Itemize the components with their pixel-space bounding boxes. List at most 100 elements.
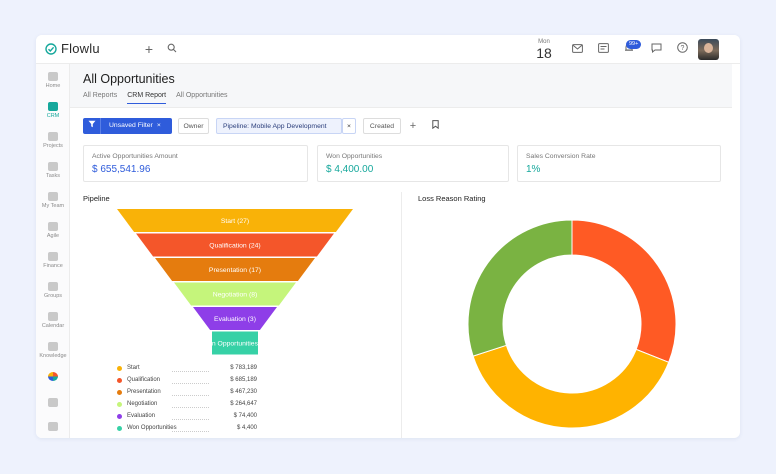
- add-filter-icon[interactable]: +: [409, 120, 417, 132]
- notification-badge: 99+: [626, 40, 642, 49]
- main-content: All Opportunities All Reports CRM Report…: [70, 64, 732, 438]
- legend-amount: $ 264,647: [230, 401, 257, 407]
- groups-icon: [48, 282, 58, 291]
- kpi-value: $ 655,541.96: [92, 164, 151, 175]
- legend-amount: $ 783,189: [230, 365, 257, 371]
- calendar-icon: [48, 312, 58, 321]
- plus-icon[interactable]: +: [144, 41, 154, 57]
- sidebar: Home CRM Projects Tasks My Team Agile Fi…: [36, 64, 70, 438]
- page-title: All Opportunities: [83, 72, 175, 86]
- legend-name: Start: [127, 365, 140, 371]
- tab-all-opportunities[interactable]: All Opportunities: [176, 92, 228, 99]
- bookmark-icon[interactable]: [430, 118, 440, 134]
- legend-leader-line: [172, 407, 209, 408]
- sidebar-item-crm[interactable]: CRM: [36, 102, 70, 119]
- unsaved-filter-chip[interactable]: Unsaved Filter ×: [100, 118, 172, 134]
- pipeline-funnel-chart: Start (27) Qualification (24) Presentation…: [117, 209, 353, 355]
- legend-leader-line: [172, 419, 209, 420]
- kpi-value: $ 4,400.00: [326, 164, 374, 175]
- legend-dot: [117, 390, 122, 395]
- funnel-stage-label: Evaluation (3): [214, 316, 256, 323]
- donut-slice-2[interactable]: [467, 219, 573, 357]
- legend-dot: [117, 378, 122, 383]
- legend-item: Start $ 783,189: [117, 363, 257, 375]
- sidebar-item-my-team[interactable]: My Team: [36, 192, 70, 209]
- pipeline-filter-chip[interactable]: Pipeline: Mobile App Development: [216, 118, 342, 134]
- sidebar-item-calendar[interactable]: Calendar: [36, 312, 70, 329]
- funnel-stage-label: Presentation (17): [209, 267, 261, 274]
- kpi-value: 1%: [526, 164, 541, 175]
- filter-button[interactable]: [83, 118, 100, 134]
- sidebar-item-apps[interactable]: [36, 372, 70, 381]
- knowledge-icon: [48, 342, 58, 351]
- sidebar-item-finance[interactable]: Finance: [36, 252, 70, 269]
- section-divider: [401, 192, 402, 438]
- unsaved-filter-label: Unsaved Filter: [109, 122, 153, 129]
- svg-text:?: ?: [680, 45, 684, 52]
- help-icon[interactable]: ?: [675, 42, 689, 56]
- clear-filter-icon[interactable]: ×: [156, 122, 161, 129]
- funnel-stage-label: Negotiation (8): [213, 292, 258, 299]
- sidebar-item-settings[interactable]: [36, 398, 70, 407]
- legend-amount: $ 685,189: [230, 377, 257, 383]
- sidebar-item-label: Agile: [46, 233, 60, 239]
- legend-name: Won Opportunities: [127, 425, 177, 431]
- search-icon[interactable]: [165, 42, 179, 56]
- sidebar-item-groups[interactable]: Groups: [36, 282, 70, 299]
- legend-name: Evaluation: [127, 413, 156, 419]
- crm-icon: [48, 102, 58, 111]
- sidebar-item-label: CRM: [46, 113, 60, 119]
- sidebar-item-label: Knowledge: [39, 353, 67, 359]
- report-tabs: All Reports CRM Report All Opportunities: [83, 92, 228, 104]
- sidebar-item-support[interactable]: [36, 422, 70, 431]
- funnel-stage-evaluation[interactable]: [193, 307, 277, 330]
- sidebar-item-home[interactable]: Home: [36, 72, 70, 89]
- funnel-stage-start[interactable]: [117, 209, 353, 232]
- notes-icon[interactable]: [596, 42, 610, 56]
- chat-icon[interactable]: [649, 42, 663, 56]
- funnel-stage-won-opportunities[interactable]: [212, 331, 258, 355]
- funnel-stage-qualification[interactable]: [136, 233, 334, 257]
- donut-slice-0[interactable]: [571, 219, 677, 363]
- legend-name: Qualification: [127, 377, 161, 383]
- date-widget[interactable]: Mon 18: [534, 38, 554, 60]
- kpi-label: Active Opportunities Amount: [92, 153, 178, 160]
- funnel-stage-negotiation[interactable]: [174, 282, 296, 306]
- owner-filter-button[interactable]: Owner: [178, 118, 209, 134]
- sidebar-item-label: Calendar: [41, 323, 65, 329]
- legend-dot: [117, 414, 122, 419]
- legend-item: Evaluation $ 74,400: [117, 411, 257, 423]
- apps-icon: [48, 372, 58, 381]
- sidebar-item-tasks[interactable]: Tasks: [36, 162, 70, 179]
- legend-item: Negotiation $ 264,647: [117, 399, 257, 411]
- kpi-label: Sales Conversion Rate: [526, 153, 596, 160]
- legend-amount: $ 467,230: [230, 389, 257, 395]
- created-filter-button[interactable]: Created: [363, 118, 401, 134]
- remove-pipeline-filter-icon[interactable]: ×: [342, 118, 356, 134]
- funnel-stage-label: Start (27): [221, 218, 249, 225]
- tab-all-reports[interactable]: All Reports: [83, 92, 118, 99]
- sidebar-item-agile[interactable]: Agile: [36, 222, 70, 239]
- logo[interactable]: Flowlu: [45, 41, 100, 56]
- app-name: Flowlu: [61, 41, 100, 56]
- legend-amount: $ 74,400: [233, 413, 257, 419]
- tab-crm-report[interactable]: CRM Report: [127, 92, 167, 104]
- legend-name: Negotiation: [127, 401, 158, 407]
- sidebar-item-knowledge[interactable]: Knowledge: [36, 342, 70, 359]
- funnel-stage-presentation[interactable]: [155, 258, 315, 281]
- legend-amount: $ 4,400: [236, 425, 257, 431]
- kpi-card-won: Won Opportunities $ 4,400.00: [317, 145, 509, 182]
- mail-icon[interactable]: [570, 42, 584, 56]
- sidebar-item-projects[interactable]: Projects: [36, 132, 70, 149]
- funnel-stage-label: Qualification (24): [209, 243, 260, 250]
- avatar[interactable]: [698, 39, 719, 60]
- donut-slice-1[interactable]: [472, 344, 670, 429]
- kpi-label: Won Opportunities: [326, 153, 383, 160]
- tasks-icon: [48, 162, 58, 171]
- sidebar-item-label: Groups: [43, 293, 63, 299]
- legend-leader-line: [172, 383, 209, 384]
- legend-dot: [117, 426, 122, 431]
- top-bar: Flowlu + Mon 18 99+ ?: [36, 35, 740, 64]
- loss-reason-donut-chart: [467, 219, 677, 429]
- sidebar-item-label: Home: [45, 83, 61, 89]
